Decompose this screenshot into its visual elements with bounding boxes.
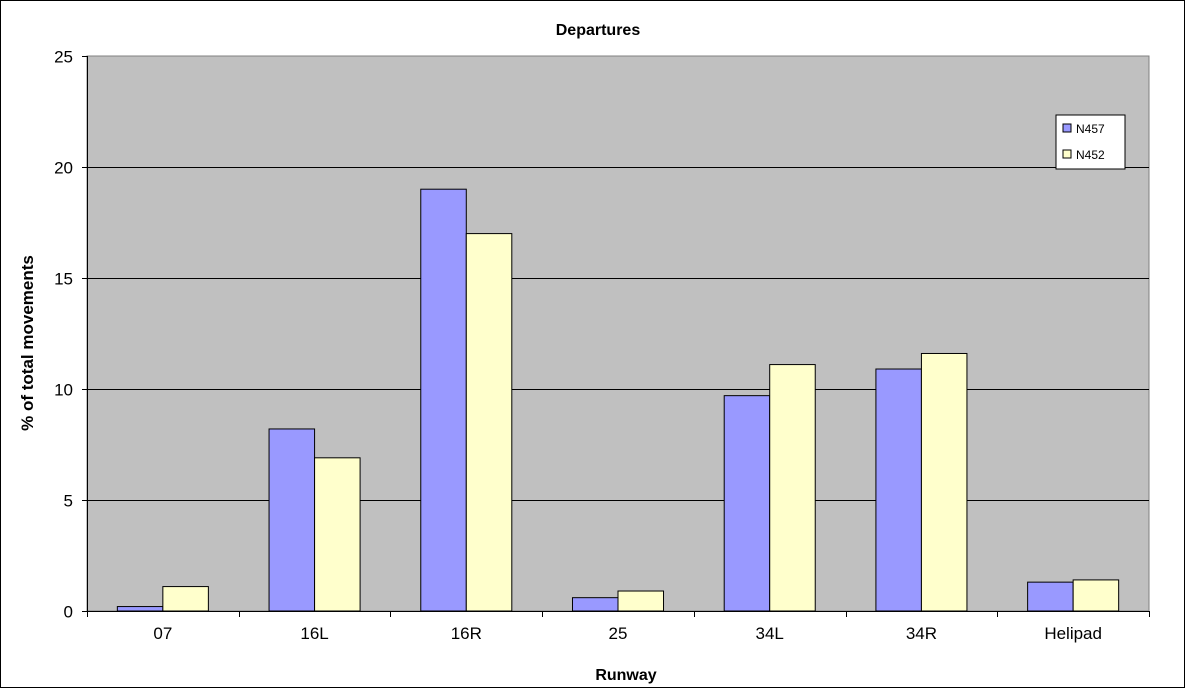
bar-n457-07 [116, 606, 164, 612]
bar-n452-16r [465, 233, 513, 612]
x-tick-label: 34L [756, 624, 784, 643]
bar-n457-16l [268, 428, 316, 612]
bar-n457-25 [571, 597, 619, 612]
legend-label-n457: N457 [1076, 122, 1105, 136]
x-tick-label: 16L [300, 624, 328, 643]
x-tick-label: 34R [906, 624, 937, 643]
x-tick-labels: 07 16L 16R 25 34L 34R Helipad [153, 624, 1102, 643]
chart-title: Departures [556, 22, 641, 39]
legend-label-n452: N452 [1076, 148, 1105, 162]
bar-n452-25 [617, 590, 665, 612]
y-axis-label: % of total movements [18, 255, 37, 431]
bar-n452-helipad [1072, 579, 1120, 612]
y-tick-label: 25 [54, 48, 73, 67]
bar-n452-34l [769, 364, 816, 612]
bar-n452-07 [162, 586, 209, 612]
bar-n457-helipad [1027, 581, 1074, 612]
gridlines [87, 167, 1149, 501]
y-tick-label: 20 [54, 159, 73, 178]
y-tick-label: 10 [54, 381, 73, 400]
legend: N457 N452 [1055, 114, 1126, 170]
axes [82, 56, 1150, 617]
y-tick-label: 0 [64, 603, 73, 622]
plot-area [86, 55, 1150, 612]
y-tick-label: 15 [54, 270, 73, 289]
y-tick-label: 5 [64, 492, 73, 511]
x-tick-label: 07 [153, 624, 172, 643]
bar-n457-34r [875, 368, 922, 612]
bar-n452-34r [920, 352, 968, 612]
y-tick-labels: 0 5 10 15 20 25 [54, 48, 73, 622]
legend-swatch-n452 [1062, 149, 1072, 159]
x-axis-label: Runway [595, 667, 656, 684]
x-tick-label: Helipad [1044, 624, 1102, 643]
x-tick-label: 16R [451, 624, 482, 643]
bar-n452-16l [314, 457, 361, 612]
bar-n457-16r [420, 188, 467, 612]
legend-swatch-n457 [1062, 123, 1072, 133]
bar-n457-34l [723, 395, 771, 612]
x-tick-label: 25 [609, 624, 628, 643]
